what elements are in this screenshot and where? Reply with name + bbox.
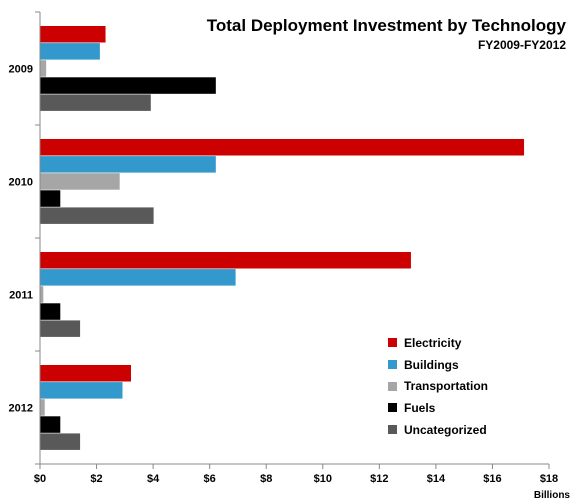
x-axis-units: Billions <box>533 490 570 501</box>
chart-legend: Electricity Buildings Transportation Fuels U… <box>388 332 488 440</box>
x-tick-label-14: $14 <box>427 473 446 485</box>
bar-fuels-2009 <box>40 77 216 94</box>
chart-title-block: Total Deployment Investment by Technolog… <box>207 16 566 54</box>
bar-uncategorized-2010 <box>40 207 154 224</box>
bar-fuels-2011 <box>40 303 61 320</box>
x-tick-label-0: $0 <box>34 473 46 485</box>
bar-transportation-2012 <box>40 399 45 416</box>
legend-label-buildings: Buildings <box>404 357 459 372</box>
legend-label-fuels: Fuels <box>404 400 436 415</box>
x-tick-label-2: $2 <box>90 473 102 485</box>
bar-electricity-2011 <box>40 252 411 269</box>
bar-uncategorized-2011 <box>40 320 81 337</box>
bar-buildings-2012 <box>40 382 123 399</box>
bar-uncategorized-2009 <box>40 94 151 111</box>
legend-item-electricity: Electricity <box>388 332 488 354</box>
legend-swatch-transportation <box>388 381 397 391</box>
bar-uncategorized-2012 <box>40 433 81 450</box>
x-tick-label-6: $6 <box>204 473 216 485</box>
x-tick-label-16: $16 <box>483 473 501 485</box>
legend-label-electricity: Electricity <box>404 335 462 350</box>
bar-buildings-2010 <box>40 156 216 173</box>
bar-electricity-2009 <box>40 26 106 43</box>
y-tick-label-2011: 2011 <box>9 290 33 302</box>
y-tick-label-2010: 2010 <box>9 177 33 189</box>
chart-title: Total Deployment Investment by Technolog… <box>206 16 566 35</box>
bar-buildings-2009 <box>40 43 100 60</box>
bar-transportation-2009 <box>40 60 47 77</box>
legend-swatch-uncategorized <box>388 425 397 435</box>
legend-swatch-fuels <box>388 403 397 413</box>
legend-label-transportation: Transportation <box>404 379 489 394</box>
bar-fuels-2010 <box>40 190 61 207</box>
legend-item-buildings: Buildings <box>388 354 488 376</box>
bar-transportation-2011 <box>40 286 44 303</box>
bar-electricity-2012 <box>40 365 131 382</box>
bar-electricity-2010 <box>40 139 525 156</box>
y-tick-label-2009: 2009 <box>9 64 33 76</box>
legend-item-transportation: Transportation <box>388 375 488 397</box>
legend-item-fuels: Fuels <box>388 397 488 419</box>
x-tick-label-10: $10 <box>314 473 332 485</box>
x-tick-label-12: $12 <box>370 473 388 485</box>
legend-swatch-buildings <box>388 360 397 370</box>
legend-swatch-electricity <box>388 338 397 348</box>
x-tick-label-18: $18 <box>540 473 558 485</box>
x-tick-label-8: $8 <box>260 473 272 485</box>
y-tick-label-2012: 2012 <box>9 403 33 415</box>
bar-transportation-2010 <box>40 173 120 190</box>
x-tick-label-4: $4 <box>147 473 160 485</box>
bar-fuels-2012 <box>40 416 61 433</box>
legend-item-uncategorized: Uncategorized <box>388 419 488 441</box>
bar-buildings-2011 <box>40 269 236 286</box>
legend-label-uncategorized: Uncategorized <box>404 422 487 437</box>
chart-subtitle: FY2009-FY2012 <box>477 38 566 52</box>
